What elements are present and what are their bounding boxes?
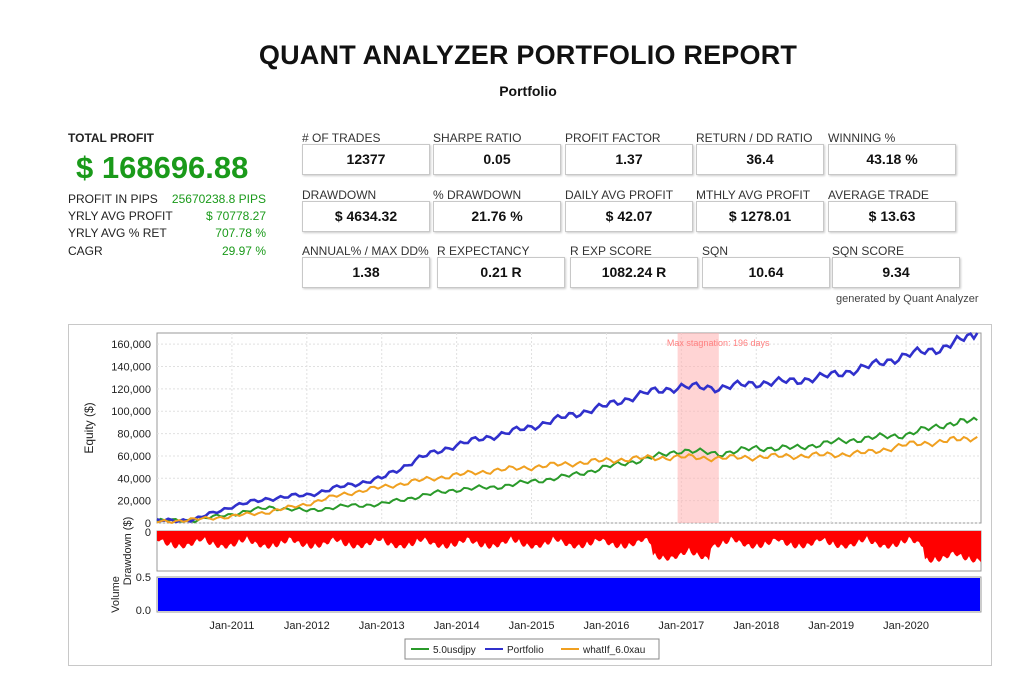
x-tick-label: Jan-2019 (808, 620, 854, 632)
summary-row-label: PROFIT IN PIPS (68, 192, 158, 206)
legend-label: 5.0usdjpy (433, 645, 476, 656)
metric-label: SHARPE RATIO (433, 131, 522, 145)
metric-value: 0.21 R (437, 257, 565, 288)
series-line-5.0usdjpy (156, 416, 978, 524)
equity-chart: Jan-2011 Jan-2012 Jan-2013 Jan-2014 Jan-2015… (68, 324, 992, 666)
metric-value: 10.64 (702, 257, 830, 288)
summary-row-value: $ 70778.27 (205, 209, 266, 223)
metric-value: 43.18 % (828, 144, 956, 175)
summary-row: PROFIT IN PIPS 25670238.8 PIPS (68, 192, 266, 206)
x-tick-label: Jan-2018 (733, 620, 779, 632)
metric-label: DAILY AVG PROFIT (565, 188, 674, 202)
metric-label: RETURN / DD RATIO (696, 131, 813, 145)
y-tick-label: 120,000 (111, 384, 151, 396)
metric-label: % DRAWDOWN (433, 188, 522, 202)
y-tick-label: 160,000 (111, 339, 151, 351)
x-tick-label: Jan-2017 (658, 620, 704, 632)
volume-tick-label: 0.5 (136, 572, 151, 584)
drawdown-tick-label: 0 (145, 527, 151, 539)
x-tick-label: Jan-2013 (359, 620, 405, 632)
y-tick-label: 40,000 (117, 473, 151, 485)
summary-row-label: YRLY AVG % RET (68, 226, 167, 240)
report-title: QUANT ANALYZER PORTFOLIO REPORT (258, 40, 798, 70)
volume-area (158, 578, 980, 611)
y-tick-label: 140,000 (111, 362, 151, 374)
drawdown-axis-label: Drawdown ($) (122, 517, 134, 585)
y-tick-label: 20,000 (117, 496, 151, 508)
x-tick-label: Jan-2020 (883, 620, 929, 632)
stagnation-band (677, 333, 719, 523)
metric-value: 9.34 (832, 257, 960, 288)
metric-value: 0.05 (433, 144, 561, 175)
x-tick-label: Jan-2015 (509, 620, 555, 632)
legend-label: Portfolio (507, 645, 544, 656)
metric-value: $ 42.07 (565, 201, 693, 232)
volume-axis-label: Volume (110, 576, 122, 613)
summary-row-value: 707.78 % (215, 226, 266, 240)
y-axis-label: Equity ($) (82, 402, 96, 453)
total-profit-label: TOTAL PROFIT (68, 131, 154, 145)
summary-row-value: 29.97 % (221, 244, 266, 258)
report-subtitle: Portfolio (499, 83, 557, 99)
metric-label: SQN SCORE (832, 244, 905, 258)
legend-box (404, 638, 660, 660)
metric-label: # OF TRADES (302, 131, 381, 145)
metric-value: 21.76 % (433, 201, 561, 232)
x-tick-label: Jan-2016 (584, 620, 630, 632)
x-tick-label: Jan-2012 (284, 620, 330, 632)
summary-row: YRLY AVG % RET 707.78 % (68, 226, 266, 240)
metric-value: 1.37 (565, 144, 693, 175)
generated-by-note: generated by Quant Analyzer (836, 293, 979, 305)
metric-label: WINNING % (828, 131, 896, 145)
metric-label: DRAWDOWN (302, 188, 377, 202)
series-line-whatIf_6.0xau (156, 435, 978, 524)
metric-label: R EXPECTANCY (437, 244, 530, 258)
stagnation-label: Max stagnation: 196 days (667, 338, 770, 348)
legend-label: whatIf_6.0xau (582, 645, 645, 656)
equity-plot-area (156, 332, 982, 524)
summary-row: CAGR 29.97 % (68, 244, 266, 258)
metric-value: $ 13.63 (828, 201, 956, 232)
metric-label: ANNUAL% / MAX DD% (302, 244, 429, 258)
summary-row-value: 25670238.8 PIPS (171, 192, 266, 206)
equity-chart-svg: Jan-2011 Jan-2012 Jan-2013 Jan-2014 Jan-2015… (82, 331, 982, 660)
y-tick-label: 100,000 (111, 406, 151, 418)
summary-row: YRLY AVG PROFIT $ 70778.27 (68, 209, 266, 223)
y-tick-label: 60,000 (117, 451, 151, 463)
x-tick-label: Jan-2014 (434, 620, 480, 632)
metric-label: R EXP SCORE (570, 244, 652, 258)
metric-value: 36.4 (696, 144, 824, 175)
metric-label: PROFIT FACTOR (565, 131, 661, 145)
metric-label: AVERAGE TRADE (828, 188, 929, 202)
volume-tick-label: 0.0 (136, 605, 151, 617)
metric-value: $ 4634.32 (302, 201, 430, 232)
drawdown-area (157, 531, 981, 563)
x-tick-label: Jan-2011 (209, 620, 254, 632)
summary-row-label: YRLY AVG PROFIT (68, 209, 173, 223)
total-profit-value: $ 168696.88 (76, 150, 249, 185)
series-line-Portfolio (156, 331, 979, 524)
y-tick-label: 80,000 (117, 429, 151, 441)
y-tick-label: 0 (145, 518, 151, 530)
metric-value: $ 1278.01 (696, 201, 824, 232)
metric-value: 12377 (302, 144, 430, 175)
metric-label: SQN (702, 244, 729, 258)
metric-value: 1082.24 R (570, 257, 698, 288)
metric-label: MTHLY AVG PROFIT (696, 188, 811, 202)
summary-row-label: CAGR (68, 244, 103, 258)
metric-value: 1.38 (302, 257, 430, 288)
